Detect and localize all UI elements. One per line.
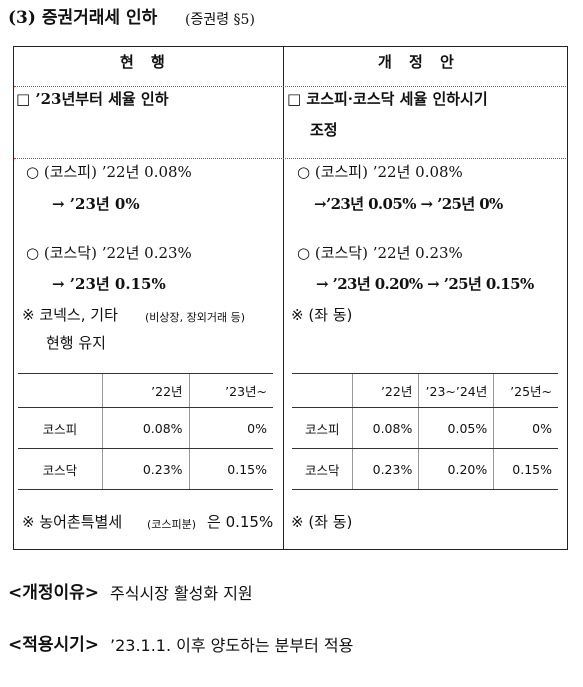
table-cell: 0.23%: [101, 448, 190, 490]
section-title: (3) 증권거래세 인하: [8, 8, 158, 28]
table-cell: [18, 373, 103, 408]
note-line: 현행 유지: [46, 334, 106, 352]
table-cell: 0.08%: [101, 407, 190, 449]
table-cell: 0.15%: [188, 448, 273, 490]
note-line: ※ 코넥스, 기타: [22, 306, 118, 324]
rate-line: → ’23년 0%: [52, 195, 140, 213]
rate-table: ’22년 ’23~’24년 ’25년~ 코스피 0.08% 0.05% 0% 코스닥 0.23%…: [292, 373, 558, 490]
rate-line: → ’23년 0.15%: [52, 275, 166, 293]
table-cell: 0.05%: [418, 407, 494, 449]
table-cell: 0.23%: [352, 448, 419, 490]
column-header: 현 행: [120, 53, 171, 71]
table-cell: 코스피: [18, 407, 103, 449]
table-cell: 코스피: [292, 407, 353, 449]
table-cell: 0%: [188, 407, 273, 449]
note-line: ※ (좌 동): [291, 513, 353, 531]
note-detail: (코스피분): [147, 518, 197, 531]
section-divider: [14, 158, 566, 159]
table-cell: ’25년~: [493, 373, 558, 408]
rate-line: →’23년 0.05% → ’25년 0%: [314, 195, 503, 213]
rate-line: ○ (코스피) ’22년 0.08%: [26, 163, 192, 181]
heading-line: 조정: [310, 121, 338, 139]
table-cell: 코스닥: [292, 448, 353, 490]
section-reference: (증권령 §5): [185, 12, 255, 28]
heading-line: □ ’23년부터 세율 인하: [16, 90, 169, 108]
table-cell: ’22년: [352, 373, 419, 408]
column-divider: [283, 46, 284, 549]
heading-line: □ 코스피·코스닥 세율 인하시기: [287, 90, 488, 108]
section-label: <적용시기>: [8, 635, 100, 655]
note-line: 은 0.15%: [207, 513, 274, 531]
table-cell: 코스닥: [18, 448, 103, 490]
section-text: ’23.1.1. 이후 양도하는 분부터 적용: [110, 636, 354, 655]
rate-line: → ’23년 0.20% → ’25년 0.15%: [316, 275, 534, 293]
table-cell: ’23년~: [188, 373, 273, 408]
rate-table: ’22년 ’23년~ 코스피 0.08% 0% 코스닥 0.23% 0.15%: [18, 373, 273, 490]
column-header: 개 정 안: [378, 53, 460, 71]
rate-line: ○ (코스피) ’22년 0.08%: [297, 163, 463, 181]
rate-line: ○ (코스닥) ’22년 0.23%: [297, 244, 463, 262]
section-text: 주식시장 활성화 지원: [110, 584, 253, 603]
table-cell: ’22년: [101, 373, 190, 408]
table-cell: 0.15%: [493, 448, 558, 490]
table-cell: 0.20%: [418, 448, 494, 490]
table-cell: 0.08%: [352, 407, 419, 449]
comparison-table: [13, 46, 568, 550]
table-cell: 0%: [493, 407, 558, 449]
section-label: <개정이유>: [8, 583, 100, 603]
note-line: ※ 농어촌특별세: [22, 513, 123, 531]
note-line: ※ (좌 동): [291, 306, 353, 324]
table-cell: ’23~’24년: [418, 373, 494, 408]
table-cell: [292, 373, 353, 408]
rate-line: ○ (코스닥) ’22년 0.23%: [26, 244, 192, 262]
header-divider: [14, 86, 566, 87]
note-detail: (비상장, 장외거래 등): [145, 311, 246, 324]
